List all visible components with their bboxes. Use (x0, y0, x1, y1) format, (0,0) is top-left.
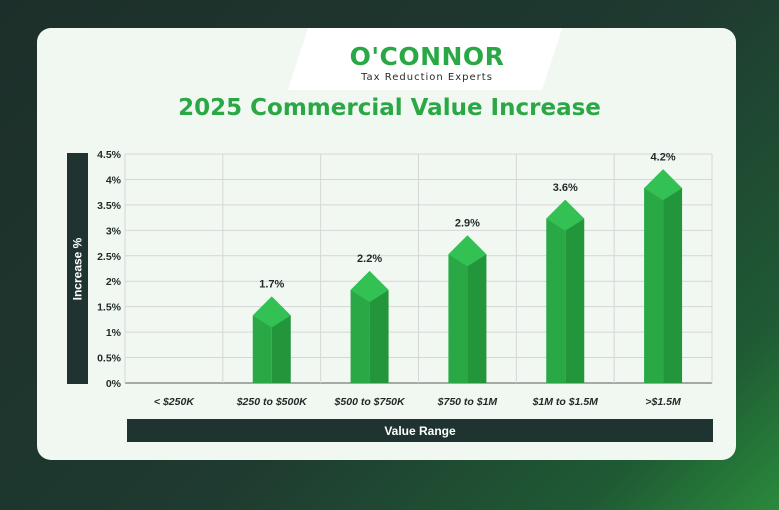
y-tick-label: 4% (106, 174, 122, 186)
y-tick-label: 2.5% (97, 251, 122, 263)
bar-cap (644, 169, 683, 201)
x-tick-label: < $250K (154, 396, 195, 408)
data-label: 2.2% (357, 253, 382, 265)
logo-wordmark: O'CONNOR (349, 42, 505, 71)
y-tick-label: 1.5% (97, 302, 122, 314)
x-axis-label: Value Range (127, 419, 713, 442)
y-tick-label: 3.5% (97, 200, 122, 212)
y-tick-label: 0.5% (97, 353, 122, 365)
bar (448, 235, 468, 383)
x-tick-label: $250 to $500K (236, 396, 308, 408)
data-label: 4.2% (651, 151, 676, 163)
bar-shade (565, 199, 585, 383)
chart-card: O'CONNOR Tax Reduction Experts (37, 28, 736, 460)
y-tick-label: 0% (106, 378, 122, 390)
data-label: 3.6% (553, 182, 578, 194)
y-axis-label-band (67, 153, 88, 384)
bar-shade (467, 235, 487, 383)
bar-shade (663, 169, 683, 383)
bar-cap (546, 199, 585, 231)
x-tick-label: $1M to $1.5M (532, 396, 599, 408)
y-tick-label: 2% (106, 276, 122, 288)
x-tick-label: $500 to $750K (334, 396, 406, 408)
chart-title: 2025 Commercial Value Increase (178, 95, 601, 121)
y-tick-label: 4.5% (97, 149, 122, 161)
x-tick-label: >$1.5M (645, 396, 681, 408)
logo-tagline: Tax Reduction Experts (361, 72, 493, 83)
x-tick-label: $750 to $1M (437, 396, 498, 408)
data-label: 2.9% (455, 217, 480, 229)
y-tick-label: 3% (106, 225, 122, 237)
bar-cap (448, 235, 487, 267)
bar (644, 169, 664, 383)
bar (546, 199, 566, 383)
y-tick-label: 1% (106, 327, 122, 339)
bar-cap (350, 271, 389, 303)
data-label: 1.7% (259, 278, 284, 290)
bar-cap (252, 296, 291, 328)
